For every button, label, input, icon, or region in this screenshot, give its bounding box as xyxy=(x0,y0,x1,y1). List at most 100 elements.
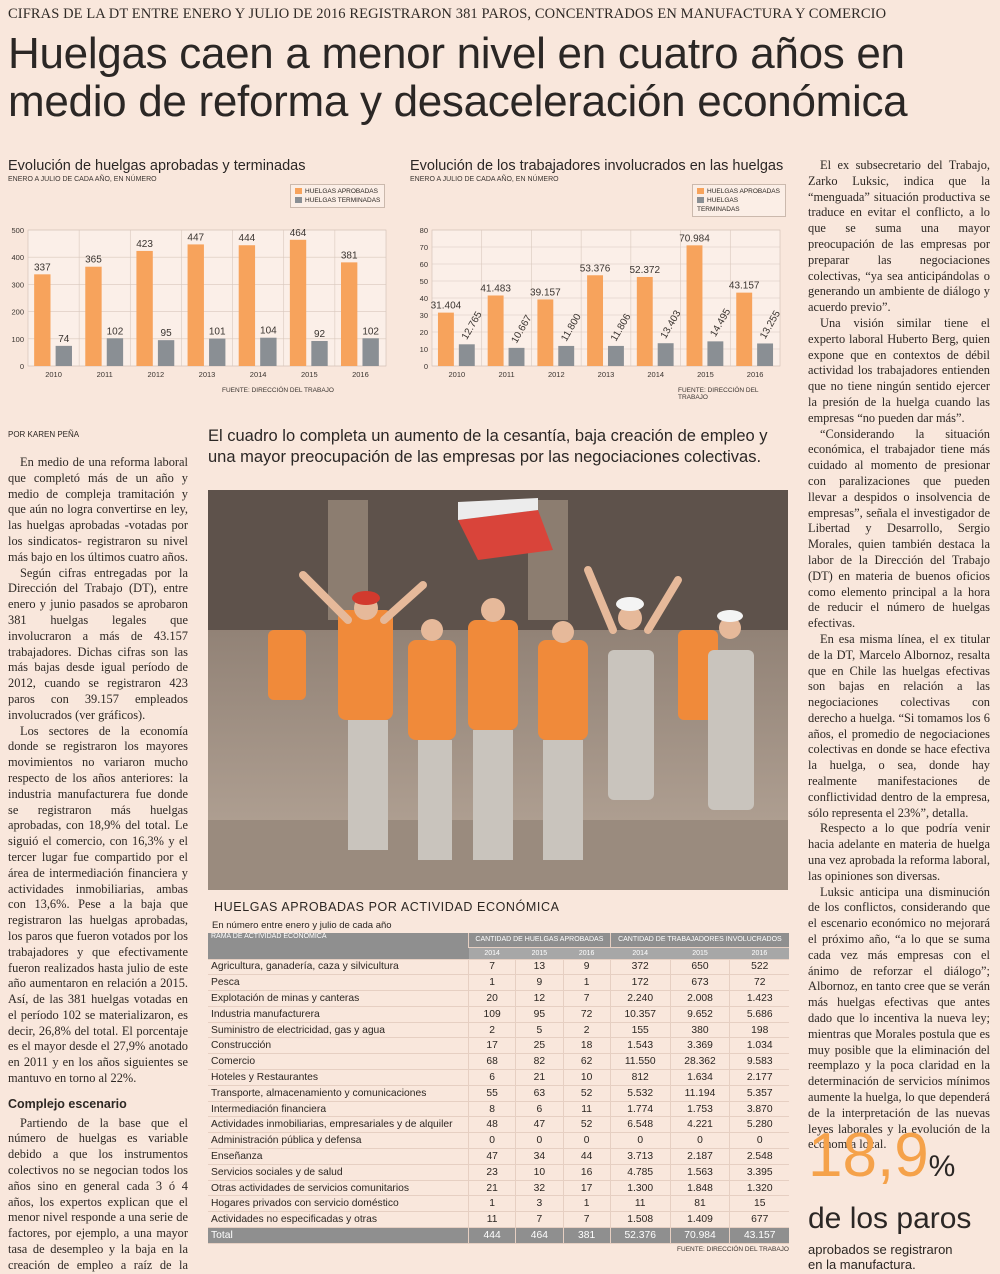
big-stat-pct: % xyxy=(928,1150,956,1183)
data-label-aprobadas: 53.376 xyxy=(580,263,611,274)
cell-value: 812 xyxy=(609,1069,671,1086)
cell-activity: Intermediación financiera xyxy=(208,1101,469,1118)
data-label-terminadas: 74 xyxy=(58,334,70,345)
table-row: Servicios sociales y de salud 23 10 16 4.785… xyxy=(208,1164,789,1181)
protest-photo xyxy=(208,490,788,890)
cell-value: 1 xyxy=(467,1195,516,1213)
cell-value: 34 xyxy=(515,1148,563,1165)
bar-aprobadas xyxy=(587,275,604,366)
cell-value: 21 xyxy=(515,1069,563,1086)
bar-terminadas xyxy=(362,338,379,366)
bar-aprobadas xyxy=(537,299,554,366)
paragraph: Los sectores de la economía donde se reg… xyxy=(8,723,188,1086)
data-label-aprobadas: 447 xyxy=(187,232,204,243)
subhead: Complejo escenario xyxy=(8,1096,127,1111)
big-stat-line3: aprobados se registraron xyxy=(808,1242,953,1257)
bar-terminadas xyxy=(157,340,175,366)
paragraph: Respecto a lo que podría venir hacia ade… xyxy=(808,821,990,883)
bar-terminadas xyxy=(707,341,724,366)
cell-activity: Pesca xyxy=(208,974,469,992)
cell-value: 17 xyxy=(562,1180,611,1197)
y-tick-label: 0 xyxy=(20,362,24,371)
table-row: Intermediación financiera 8 6 11 1.774 1.753 3… xyxy=(208,1101,789,1118)
cell-value: 2.177 xyxy=(729,1069,789,1086)
cell-value: 2.008 xyxy=(669,990,730,1007)
cell-value: 17 xyxy=(467,1037,516,1055)
x-tick-label: 2011 xyxy=(97,370,113,379)
cell-value: 11 xyxy=(467,1211,516,1229)
cell-value: 47 xyxy=(515,1116,563,1134)
data-label-aprobadas: 41.483 xyxy=(480,283,511,294)
table-row: Pesca 1 9 1 172 673 72 xyxy=(208,974,789,992)
x-tick-label: 2014 xyxy=(647,370,664,379)
cell-value: 1.848 xyxy=(669,1180,730,1197)
bar-aprobadas xyxy=(289,239,307,366)
cell-value: 3.713 xyxy=(609,1148,671,1165)
col-group-trabajadores: CANTIDAD DE TRABAJADORES INVOLUCRADOS xyxy=(609,933,789,948)
data-label-aprobadas: 31.404 xyxy=(431,301,462,312)
col-year: 2014 xyxy=(610,947,671,960)
bar-aprobadas xyxy=(34,274,51,366)
cell-value: 0 xyxy=(562,1132,611,1150)
y-tick-label: 40 xyxy=(420,294,428,303)
col-year: 2016 xyxy=(729,947,789,960)
big-stat-number: 18,9 xyxy=(808,1121,929,1190)
data-label-aprobadas: 39.157 xyxy=(530,287,561,298)
cell-value: 380 xyxy=(669,1022,730,1039)
table-row: Actividades no especificadas y otras 11 7 7… xyxy=(208,1211,789,1229)
data-label-terminadas: 104 xyxy=(260,326,277,337)
table-row: Hoteles y Restaurantes 6 21 10 812 1.634 2.177 xyxy=(208,1069,789,1086)
cell-value: 55 xyxy=(467,1085,516,1102)
paragraph: Una visión similar tiene el experto labo… xyxy=(808,315,990,425)
cell-total-value: 464 xyxy=(515,1227,563,1244)
cell-value: 8 xyxy=(467,1101,516,1118)
bar-terminadas xyxy=(558,345,575,366)
cell-activity: Agricultura, ganadería, caza y silvicult… xyxy=(208,959,469,976)
cell-value: 20 xyxy=(467,990,516,1007)
cell-value: 155 xyxy=(609,1022,671,1039)
bar-terminadas xyxy=(311,340,328,366)
data-label-terminadas: 101 xyxy=(209,327,226,338)
cell-value: 6 xyxy=(515,1101,563,1118)
bar-aprobadas xyxy=(238,245,256,366)
cell-value: 2 xyxy=(562,1022,611,1039)
cell-value: 11 xyxy=(562,1101,611,1118)
cell-value: 11.550 xyxy=(609,1053,671,1071)
cell-value: 15 xyxy=(729,1195,789,1213)
bar-terminadas xyxy=(657,343,674,366)
cell-value: 52 xyxy=(562,1116,611,1134)
cell-value: 109 xyxy=(467,1006,516,1023)
chart-2-legend: HUELGAS APROBADAS HUELGAS TERMINADAS xyxy=(692,184,786,217)
chart-1-subtitle: ENERO A JULIO DE CADA AÑO, EN NÚMERO xyxy=(8,176,157,183)
cell-value: 3.870 xyxy=(729,1101,789,1118)
table-row: Agricultura, ganadería, caza y silvicult… xyxy=(208,959,789,976)
cell-total-label: Total xyxy=(208,1227,469,1244)
cell-value: 4.221 xyxy=(669,1116,730,1134)
x-tick-label: 2012 xyxy=(548,370,565,379)
table-row: Transporte, almacenamiento y comunicacio… xyxy=(208,1085,789,1102)
legend-aprobadas: HUELGAS APROBADAS xyxy=(305,188,378,195)
y-tick-label: 60 xyxy=(420,260,428,269)
cell-value: 2.187 xyxy=(669,1148,730,1165)
table-total-row: Total 444 464 381 52.376 70.984 43.157 xyxy=(208,1227,789,1244)
col-rama: RAMA DE ACTIVIDAD ECONÓMICA xyxy=(208,933,469,960)
y-tick-label: 400 xyxy=(11,253,24,262)
x-tick-label: 2016 xyxy=(747,370,764,379)
cell-value: 44 xyxy=(562,1148,611,1165)
table-row: Administración pública y defensa 0 0 0 0 0 0 xyxy=(208,1132,789,1150)
cell-value: 3 xyxy=(515,1195,563,1213)
data-label-aprobadas: 365 xyxy=(85,255,102,266)
cell-activity: Otras actividades de servicios comunitar… xyxy=(208,1180,469,1197)
x-tick-label: 2013 xyxy=(598,370,615,379)
chart-trabajadores: Evolución de los trabajadores involucrad… xyxy=(410,158,786,401)
cell-activity: Hoteles y Restaurantes xyxy=(208,1069,469,1086)
cell-value: 28.362 xyxy=(669,1053,730,1071)
bar-aprobadas xyxy=(437,312,454,366)
cell-activity: Comercio xyxy=(208,1053,469,1071)
bar-aprobadas xyxy=(85,266,102,366)
data-label-aprobadas: 43.157 xyxy=(729,281,760,292)
cell-value: 13 xyxy=(515,959,563,976)
data-label-terminadas: 102 xyxy=(107,326,124,337)
cell-value: 372 xyxy=(609,959,671,976)
cell-activity: Construcción xyxy=(208,1037,469,1055)
